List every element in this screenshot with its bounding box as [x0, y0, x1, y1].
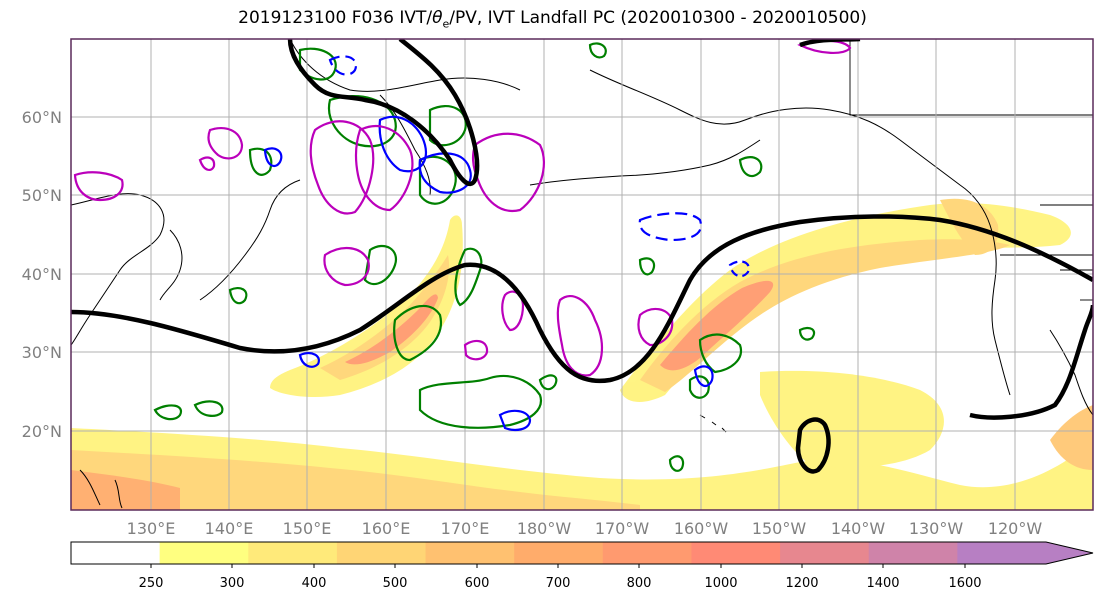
lon-label: 140°E — [205, 519, 254, 538]
coast-asia — [71, 193, 165, 346]
colorbar-segment — [336, 542, 427, 564]
lon-label: 150°E — [283, 519, 332, 538]
coast-baja — [1049, 329, 1093, 416]
coast-siberia — [289, 39, 521, 92]
colorbar-label: 300 — [220, 576, 245, 591]
lon-label: 120°W — [988, 519, 1043, 538]
colorbar-label: 1200 — [785, 576, 818, 591]
colorbar-segments — [71, 542, 1093, 564]
lon-label: 130°E — [127, 519, 176, 538]
lat-label: 20°N — [22, 422, 62, 441]
colorbar-label: 1600 — [948, 576, 981, 591]
lon-label: 160°W — [674, 519, 729, 538]
pv-contours-blue — [263, 55, 750, 431]
colorbar-segment — [691, 542, 781, 564]
lon-labels: 130°E 140°E 150°E 160°E 170°E 180°W 170°… — [127, 519, 1043, 538]
title-theta: θ — [432, 8, 443, 28]
lat-label: 30°N — [22, 343, 62, 362]
coastlines — [71, 39, 1093, 509]
colorbar-label: 500 — [383, 576, 408, 591]
lon-label: 140°W — [831, 519, 886, 538]
lon-label: 130°W — [909, 519, 964, 538]
colorbar-segment — [514, 542, 604, 564]
colorbar-extend-arrow — [1046, 542, 1093, 564]
lon-label: 150°W — [752, 519, 807, 538]
pc-loop — [795, 417, 831, 474]
colorbar-label: 400 — [302, 576, 327, 591]
colorbar-label: 250 — [139, 576, 164, 591]
ivt-river-west-high — [345, 294, 438, 365]
colorbar-segment — [159, 542, 249, 564]
ivt-tropics-east — [760, 370, 944, 468]
colorbar-label: 700 — [546, 576, 571, 591]
lon-label: 170°W — [595, 519, 650, 538]
colorbar-label: 600 — [465, 576, 490, 591]
lat-label: 40°N — [22, 265, 62, 284]
title-suffix: /PV, IVT Landfall PC (2020010300 - 20200… — [449, 8, 867, 28]
colorbar-outline — [70, 541, 1094, 565]
ivt-band-tropics-high — [71, 470, 180, 510]
lat-label: 60°N — [22, 108, 62, 127]
colorbar-label: 1400 — [866, 576, 899, 591]
map-panel — [71, 39, 1093, 510]
coast-korea — [159, 229, 183, 301]
map-title: 2019123100 F036 IVT/θe/PV, IVT Landfall … — [0, 8, 1105, 30]
pc-main — [71, 214, 1093, 384]
colorbar-labels: 250 300 400 500 600 700 800 1000 1200 14… — [139, 576, 982, 591]
pv-contours-green — [153, 42, 816, 472]
colorbar-segment — [957, 542, 1047, 564]
colorbar-label: 1000 — [704, 576, 737, 591]
lon-label: 170°E — [441, 519, 490, 538]
ivt-river-east-high — [660, 280, 774, 371]
coast-philippines — [79, 469, 123, 509]
lat-label: 50°N — [22, 186, 62, 205]
pc-upper — [287, 39, 480, 187]
colorbar-segment — [868, 542, 958, 564]
title-prefix: 2019123100 F036 IVT/ — [238, 8, 433, 28]
coast-aleutians — [529, 139, 761, 186]
colorbar-ticks — [150, 564, 966, 568]
colorbar-segment — [71, 542, 160, 564]
lat-labels: 60°N 50°N 40°N 30°N 20°N — [22, 108, 62, 441]
map-frame — [70, 38, 1094, 511]
title-subscript: e — [442, 17, 450, 31]
ivt-band-tropics-mid — [71, 450, 640, 510]
lon-label: 180°W — [517, 519, 572, 538]
pc-east — [969, 304, 1093, 420]
coast-japan — [199, 179, 301, 301]
colorbar-segment — [248, 542, 338, 564]
colorbar-label: 800 — [627, 576, 652, 591]
ivt-east-edge — [1050, 405, 1093, 470]
lon-label: 160°E — [362, 519, 411, 538]
colorbar-segment — [425, 542, 515, 564]
colorbar-segment — [602, 542, 692, 564]
colorbar-segment — [780, 542, 870, 564]
colorbar: 250 300 400 500 600 700 800 1000 1200 14… — [70, 541, 1094, 591]
